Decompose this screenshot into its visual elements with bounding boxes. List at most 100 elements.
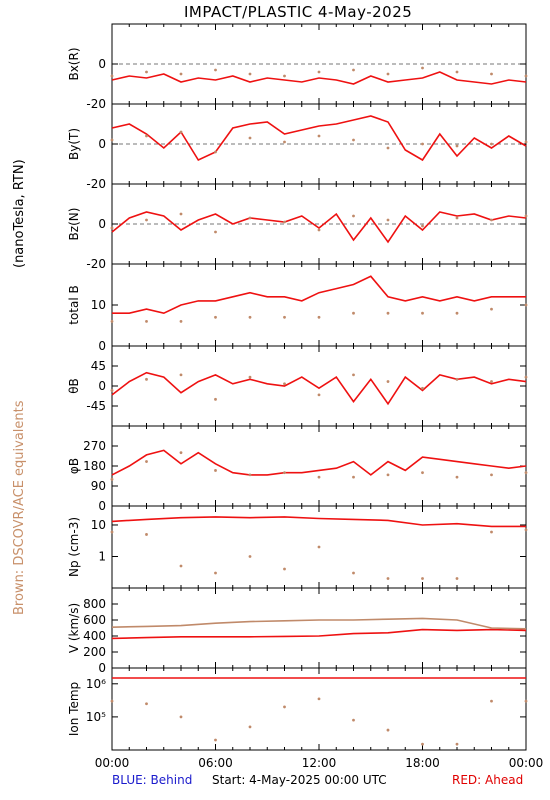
point-brown-np [248, 555, 252, 558]
point-brown-np [317, 545, 321, 549]
point-brown-phi [524, 471, 528, 475]
point-brown-temp [214, 738, 217, 742]
y-tick-label-np: 1 [98, 549, 106, 563]
point-brown-theta [317, 393, 321, 397]
point-brown-bt [110, 320, 114, 323]
point-brown-np [145, 533, 148, 536]
y-tick-label-bt: 0 [98, 339, 106, 353]
point-brown-temp [110, 699, 114, 703]
point-brown-bz [421, 224, 424, 228]
point-brown-bt [145, 320, 148, 323]
footer-ahead-label: RED: Ahead [452, 773, 524, 787]
series-ahead-v [111, 628, 527, 640]
point-brown-temp [421, 742, 424, 746]
point-brown-phi [214, 469, 217, 472]
y-tick-label-v: 200 [83, 645, 106, 659]
point-brown-bt [490, 307, 493, 311]
point-brown-bz [490, 218, 493, 222]
point-brown-temp [386, 728, 390, 732]
chart-title: IMPACT/PLASTIC 4-May-2025 [184, 3, 413, 21]
point-brown-bx [179, 72, 183, 76]
point-brown-bz [352, 214, 355, 218]
panel-frame-temp [111, 667, 527, 751]
point-brown-temp [524, 699, 528, 703]
y-axis-label-v: V (km/s) [67, 603, 81, 653]
point-brown-temp [248, 725, 252, 729]
point-brown-by [214, 150, 217, 154]
point-brown-theta [179, 373, 183, 377]
point-brown-by [524, 140, 528, 144]
y-axis-label-temp: Ion Temp [67, 682, 81, 736]
point-brown-bz [317, 228, 321, 232]
point-brown-theta [110, 389, 114, 392]
point-brown-by [386, 146, 390, 150]
point-brown-bx [145, 70, 148, 74]
point-brown-by [248, 136, 252, 140]
y-tick-label-bz: -20 [86, 257, 106, 271]
y-axis-label-phi: φB [67, 458, 81, 474]
point-brown-phi [352, 475, 355, 479]
point-brown-np [421, 577, 424, 580]
y-tick-label-phi: 90 [91, 479, 106, 493]
series-ahead-by [111, 115, 527, 162]
point-brown-bt [214, 315, 217, 319]
point-brown-phi [110, 477, 114, 481]
point-brown-bt [455, 311, 459, 315]
point-brown-theta [352, 373, 355, 377]
y-axis-label-bt: total B [67, 285, 81, 325]
point-brown-by [421, 142, 424, 146]
y-tick-label-v: 400 [83, 629, 106, 643]
y-tick-label-v: 800 [83, 597, 106, 611]
point-brown-phi [283, 471, 286, 475]
panel-frame-v [111, 587, 527, 669]
y-tick-label-v: 600 [83, 613, 106, 627]
footer-start-label: Start: 4-May-2025 00:00 UTC [212, 773, 387, 787]
point-brown-bt [421, 311, 424, 315]
point-brown-theta [386, 380, 390, 383]
point-brown-bz [179, 212, 183, 216]
point-brown-temp [455, 742, 459, 746]
point-brown-by [317, 134, 321, 138]
point-brown-theta [145, 377, 148, 381]
point-brown-theta [455, 377, 459, 381]
point-brown-bz [214, 230, 217, 234]
point-brown-temp [179, 715, 183, 719]
point-brown-bx [455, 70, 459, 74]
point-brown-temp [490, 699, 493, 703]
point-brown-phi [421, 471, 424, 475]
point-brown-phi [455, 475, 459, 479]
point-brown-by [455, 144, 459, 148]
series-ahead-bz [111, 211, 527, 244]
point-brown-phi [145, 460, 148, 463]
series-ahead-bx [111, 71, 527, 85]
point-brown-np [214, 571, 217, 575]
point-brown-bt [248, 315, 252, 319]
point-brown-theta [214, 397, 217, 401]
y-axis-label-by: By(T) [67, 128, 81, 160]
point-brown-bz [386, 218, 390, 222]
series-ahead-bt [112, 275, 526, 315]
point-brown-bt [386, 311, 390, 315]
point-brown-temp [145, 702, 148, 706]
y-tick-label-bz: 0 [98, 217, 106, 231]
x-tick-label: 00:00 [509, 756, 544, 770]
y-axis-label-np: Np (cm-3) [67, 517, 81, 577]
point-brown-temp [283, 705, 286, 709]
y-axis-label-bz: Bz(N) [67, 208, 81, 241]
footer-behind-label: BLUE: Behind [112, 773, 193, 787]
y-tick-label-by: -20 [86, 177, 106, 191]
point-brown-by [490, 142, 493, 146]
point-brown-by [145, 134, 148, 138]
point-brown-phi [490, 473, 493, 477]
series-ahead-theta [111, 371, 527, 406]
point-brown-by [283, 140, 286, 144]
point-brown-bx [352, 68, 355, 72]
point-brown-bx [248, 72, 252, 76]
point-brown-theta [524, 375, 528, 379]
point-brown-bt [352, 311, 355, 315]
point-brown-bx [110, 74, 114, 78]
point-brown-np [455, 577, 459, 580]
point-brown-bt [317, 315, 321, 319]
point-brown-temp [352, 718, 355, 722]
